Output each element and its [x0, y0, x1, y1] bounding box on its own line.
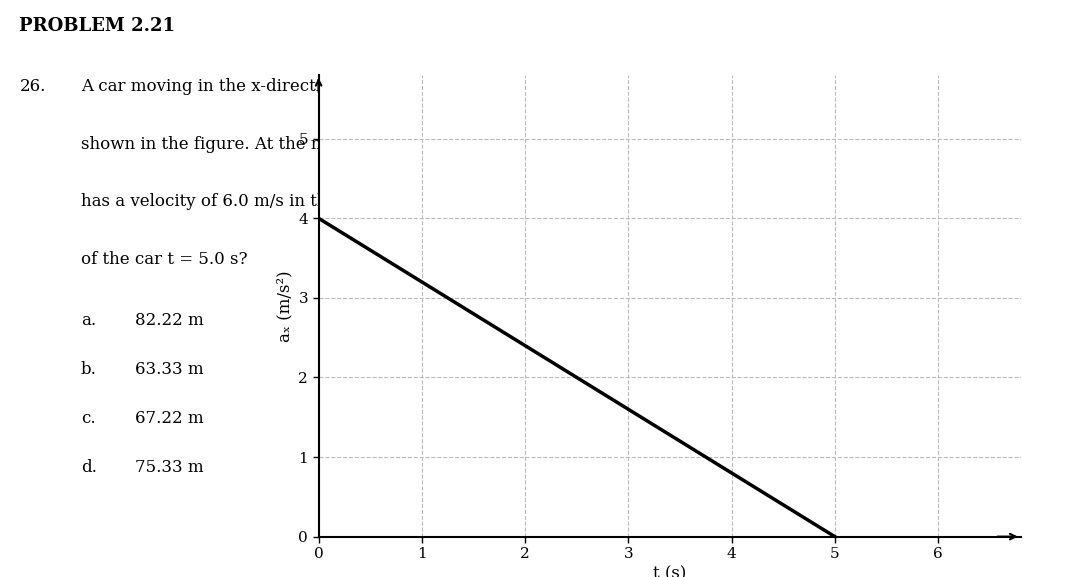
Text: 75.33 m: 75.33 m	[135, 459, 204, 475]
Text: b.: b.	[81, 361, 97, 377]
Text: 82.22 m: 82.22 m	[135, 312, 204, 328]
Text: A car moving in the x-direction has an acceleration aₓ that varies with time as: A car moving in the x-direction has an a…	[81, 78, 737, 95]
Text: has a velocity of 6.0 m/s in the positive x-direction. Determine the displacemen: has a velocity of 6.0 m/s in the positiv…	[81, 193, 754, 210]
Text: shown in the figure. At the moment t = 0.0 s, the car is located at x = 12 m and: shown in the figure. At the moment t = 0…	[81, 136, 752, 152]
Text: 67.22 m: 67.22 m	[135, 410, 204, 426]
Text: of the car t = 5.0 s?: of the car t = 5.0 s?	[81, 251, 247, 268]
Text: PROBLEM 2.21: PROBLEM 2.21	[19, 17, 175, 35]
Text: d.: d.	[81, 459, 97, 475]
Text: 63.33 m: 63.33 m	[135, 361, 204, 377]
Y-axis label: aₓ (m/s²): aₓ (m/s²)	[275, 270, 293, 342]
Text: 26.: 26.	[19, 78, 45, 95]
Text: c.: c.	[81, 410, 96, 426]
Text: a.: a.	[81, 312, 96, 328]
X-axis label: t (s): t (s)	[653, 565, 686, 577]
